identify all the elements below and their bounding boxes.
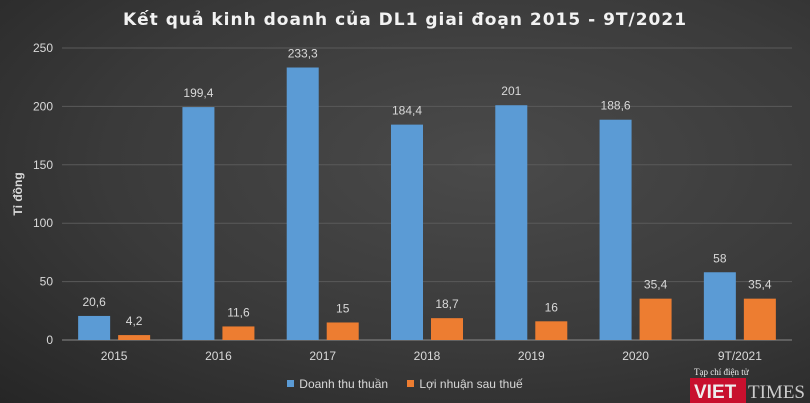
y-tick-label: 250 [33,41,53,55]
bar-profit [431,318,463,340]
bar-profit [326,322,359,340]
bar-revenue [182,107,215,340]
x-tick-label: 2017 [309,349,336,363]
legend-item-profit: Lợi nhuận sau thuế [407,376,523,391]
watermark-brand-right: TIMES [748,382,805,403]
x-tick-label: 2020 [622,349,649,363]
data-label: 233,3 [288,47,318,61]
watermark-brand-left: VIET [694,382,737,403]
y-tick-label: 100 [33,216,53,230]
data-label: 11,6 [227,305,250,319]
legend-item-revenue: Doanh thu thuần [287,377,388,391]
x-tick-label: 9T/2021 [718,349,762,363]
x-tick-label: 2019 [518,349,545,363]
watermark-top: Tạp chí điện tử [694,367,750,377]
data-label: 199,4 [183,86,213,100]
legend: Doanh thu thuần Lợi nhuận sau thuế [0,376,810,391]
x-tick-label: 2015 [101,349,128,363]
y-tick-label: 50 [40,275,54,289]
data-label: 184,4 [392,104,422,118]
legend-label: Doanh thu thuần [299,376,389,391]
data-label: 18,7 [435,297,459,311]
data-label: 35,4 [748,278,772,292]
data-label: 35,4 [644,278,668,292]
bar-profit [118,335,151,340]
bar-profit [743,298,776,340]
y-tick-label: 150 [33,158,53,172]
bar-revenue [286,67,319,340]
legend-swatch [407,380,415,387]
x-tick-label: 2018 [414,349,441,363]
y-axis-label: Tỉ đồng [11,172,25,215]
chart-title: Kết quả kinh doanh của DL1 giai đoạn 201… [122,10,688,30]
bar-profit [639,298,672,340]
bar-revenue [703,272,736,340]
legend-swatch [287,380,295,387]
legend-label: Lợi nhuận sau thuế [419,376,523,391]
viettimes-logo: Tạp chí điện tử VIET TIMES [690,367,805,403]
data-label: 15 [336,301,350,315]
bar-revenue [391,124,423,341]
bar-profit [535,321,568,340]
data-label: 188,6 [601,99,631,113]
data-label: 4,2 [126,314,143,328]
bar-revenue [495,105,528,341]
x-tick-label: 2016 [205,349,232,363]
y-tick-label: 200 [33,99,53,113]
bar-revenue [599,119,632,340]
data-label: 20,6 [82,295,106,309]
bar-revenue [78,315,111,340]
data-label: 58 [713,251,727,265]
y-tick-label: 0 [46,333,53,347]
data-label: 16 [545,300,559,314]
data-label: 201 [501,84,521,98]
bar-profit [222,326,255,340]
